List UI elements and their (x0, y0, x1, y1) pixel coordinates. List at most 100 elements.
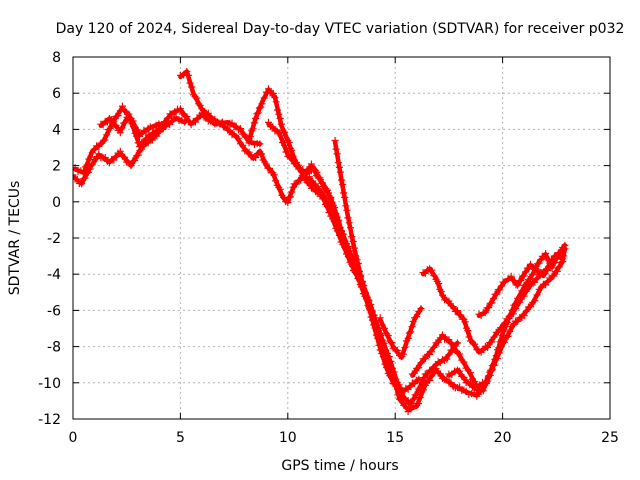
data-point-marker (460, 358, 468, 366)
y-tick-label: 0 (52, 195, 61, 211)
y-tick-label: -4 (47, 267, 61, 283)
data-point-marker (383, 330, 391, 338)
data-point-marker (507, 312, 515, 320)
data-point-marker (503, 319, 511, 326)
data-point-marker (162, 118, 170, 126)
data-point-marker (130, 123, 137, 130)
data-point-marker (443, 355, 451, 363)
data-point-marker (334, 159, 342, 167)
data-point-marker (549, 256, 557, 264)
data-point-marker (381, 360, 389, 368)
data-point-marker (534, 260, 541, 268)
data-point-marker (327, 205, 335, 213)
data-point-marker (93, 155, 101, 163)
data-point-marker (340, 189, 348, 197)
data-point-marker (522, 268, 530, 276)
data-point-marker (123, 113, 131, 121)
data-point-marker (349, 238, 357, 245)
data-point-marker (416, 394, 424, 402)
data-point-marker (228, 119, 236, 127)
data-point-marker (121, 153, 129, 161)
data-point-marker (316, 174, 324, 182)
data-point-marker (342, 202, 350, 210)
data-point-marker (325, 192, 333, 200)
data-point-marker (347, 224, 354, 232)
data-point-marker (531, 278, 539, 286)
data-point-marker (512, 300, 519, 308)
data-point-marker (314, 183, 322, 191)
data-point-marker (188, 83, 196, 91)
data-point-marker (490, 295, 497, 303)
data-point-marker (498, 282, 505, 290)
data-point-marker (276, 185, 284, 193)
data-point-marker (338, 176, 345, 184)
data-point-marker (405, 329, 413, 337)
data-point-marker (116, 129, 124, 137)
plot-area (73, 68, 569, 416)
y-tick-label: -2 (47, 231, 61, 247)
data-point-marker (376, 346, 384, 354)
data-point-marker (421, 381, 429, 389)
data-point-marker (401, 344, 409, 351)
data-point-marker (237, 125, 244, 133)
data-point-marker (457, 311, 465, 319)
data-point-marker (103, 131, 111, 139)
data-point-marker (272, 177, 280, 185)
data-point-marker (301, 170, 309, 178)
data-point-marker (443, 375, 451, 383)
data-point-marker (289, 183, 297, 191)
data-point-marker (78, 180, 86, 188)
data-point-marker (360, 286, 368, 294)
data-point-marker (271, 94, 279, 102)
data-point-marker (411, 369, 418, 377)
data-point-marker (434, 338, 442, 346)
data-point-marker (81, 174, 89, 182)
data-point-marker (246, 133, 254, 141)
data-point-marker (544, 264, 552, 272)
data-point-marker (414, 400, 422, 408)
data-point-marker (387, 374, 395, 382)
data-point-marker (121, 118, 129, 126)
data-point-marker (336, 224, 344, 232)
data-point-marker (108, 116, 116, 123)
x-axis-label: GPS time / hours (281, 458, 398, 474)
data-point-marker (339, 181, 347, 188)
data-point-marker (522, 281, 530, 288)
data-point-marker (333, 150, 341, 158)
data-point-marker (366, 306, 374, 314)
data-point-marker (112, 121, 120, 129)
x-tick-label: 5 (176, 430, 185, 446)
data-point-marker (496, 286, 504, 294)
data-point-marker (483, 380, 490, 387)
satellite-track-9 (376, 305, 425, 361)
data-point-marker (417, 359, 425, 367)
data-point-marker (541, 270, 549, 278)
data-point-marker (274, 106, 281, 114)
x-tick-labels: 0 5 10 15 20 25 (69, 430, 619, 446)
data-point-marker (490, 333, 498, 341)
data-point-marker (381, 324, 388, 332)
data-point-marker (131, 156, 139, 164)
x-tick-label: 25 (601, 430, 619, 446)
data-point-marker (284, 199, 292, 207)
data-point-marker (535, 259, 543, 267)
data-point-marker (354, 260, 362, 267)
data-point-marker (370, 321, 378, 329)
data-point-marker (297, 176, 305, 184)
data-point-marker (402, 402, 410, 410)
data-point-marker (252, 115, 260, 122)
data-point-marker (466, 379, 474, 387)
x-tick-label: 20 (494, 430, 512, 446)
data-point-marker (372, 331, 380, 339)
data-point-marker (394, 391, 402, 399)
data-point-marker (413, 313, 421, 321)
data-point-marker (430, 272, 438, 280)
data-point-marker (435, 280, 443, 287)
data-point-marker (285, 194, 293, 202)
data-point-marker (285, 138, 293, 146)
data-point-marker (379, 353, 387, 361)
data-point-marker (533, 291, 541, 299)
data-point-marker (506, 328, 514, 335)
data-point-marker (502, 320, 510, 328)
y-tick-label: 8 (52, 50, 61, 66)
